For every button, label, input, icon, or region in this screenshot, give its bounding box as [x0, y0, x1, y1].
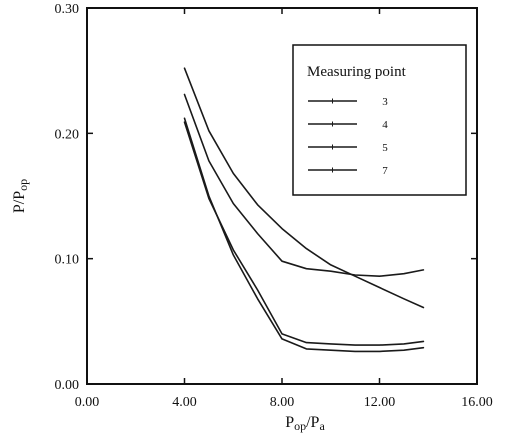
y-tick-label: 0.30 — [55, 2, 80, 17]
legend-label: 5 — [382, 142, 388, 154]
legend-entry: 3 — [308, 96, 388, 108]
x-axis-title-p: P — [285, 414, 294, 431]
x-axis-title-slash-p: /P — [306, 414, 319, 431]
legend-label: 7 — [382, 165, 388, 177]
series-line-3 — [183, 67, 425, 309]
x-tick-label: 12.00 — [364, 395, 396, 410]
series-line-4 — [183, 93, 425, 278]
series-line-7 — [183, 121, 425, 346]
series-layer — [183, 67, 425, 353]
legend-title: Measuring point — [307, 64, 407, 80]
y-axis-title: P/Pop — [11, 179, 30, 213]
legend-entry: 5 — [308, 142, 388, 154]
x-axis-title: Pop/Pa — [285, 414, 325, 433]
y-tick-label: 0.00 — [55, 378, 80, 393]
x-axis-title-op: op — [294, 419, 306, 433]
x-tick-label: 16.00 — [461, 395, 493, 410]
legend-label: 4 — [382, 119, 388, 131]
x-tick-label: 0.00 — [75, 395, 100, 410]
legend-label: 3 — [382, 96, 388, 108]
y-axis-title-op: op — [16, 179, 30, 191]
y-tick-label: 0.20 — [55, 127, 80, 142]
legend-entry: 4 — [308, 119, 388, 131]
legend: Measuring point 3 4 5 7 — [292, 44, 467, 196]
y-axis-title-p: P/P — [11, 191, 28, 213]
y-tick-label: 0.10 — [55, 253, 80, 268]
legend-entries: 3 4 5 7 — [308, 96, 388, 177]
x-tick-label: 4.00 — [172, 395, 197, 410]
x-axis-title-a: a — [319, 419, 325, 433]
ticks-layer: 0.00 4.00 8.00 12.00 16.00 0.00 0.10 0.20 0.30 — [55, 2, 493, 410]
x-tick-label: 8.00 — [270, 395, 295, 410]
legend-entry: 7 — [308, 165, 388, 177]
series-line-5 — [183, 117, 425, 353]
